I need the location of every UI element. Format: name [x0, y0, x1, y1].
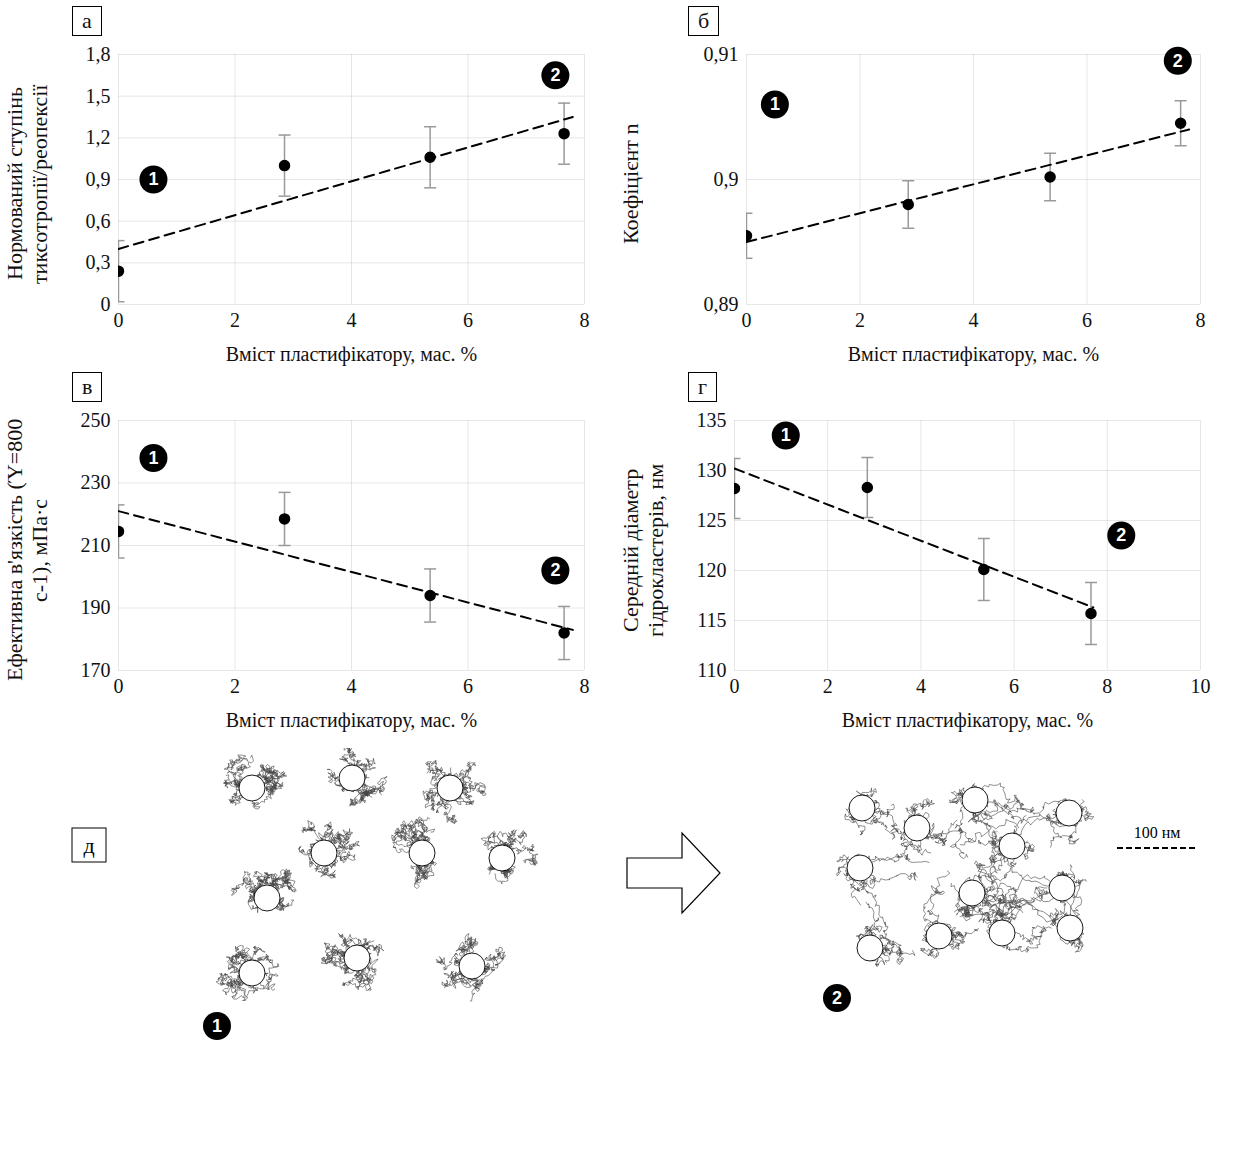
svg-text:120: 120: [697, 559, 727, 581]
svg-text:110: 110: [697, 659, 726, 681]
svg-text:0,9: 0,9: [714, 168, 739, 190]
svg-text:Вміст пластифікатору, мас. %: Вміст пластифікатору, мас. %: [842, 709, 1093, 732]
svg-text:230: 230: [81, 471, 111, 493]
svg-text:8: 8: [1196, 309, 1206, 331]
html-text:Ефективна в'язкість (Ύ=800 с-1: Ефективна в'язкість (Ύ=800 с-1), мПа·с: [2, 418, 53, 682]
svg-text:1: 1: [212, 1016, 222, 1036]
html-text:Середній діаметр гідрокластері: Середній діаметр гідрокластерів, нм: [618, 463, 669, 637]
svg-text:4: 4: [969, 309, 979, 331]
svg-text:0: 0: [114, 309, 124, 331]
svg-text:0: 0: [730, 675, 740, 697]
svg-text:6: 6: [463, 675, 473, 697]
svg-text:1,8: 1,8: [86, 43, 111, 65]
svg-text:2: 2: [1116, 525, 1126, 545]
svg-text:6: 6: [1009, 675, 1019, 697]
svg-text:1: 1: [148, 169, 158, 189]
svg-text:6: 6: [1082, 309, 1092, 331]
svg-text:2: 2: [550, 560, 560, 580]
svg-text:1: 1: [781, 425, 791, 445]
svg-text:210: 210: [81, 534, 111, 556]
svg-text:190: 190: [81, 596, 111, 618]
svg-text:250: 250: [81, 409, 111, 431]
svg-text:д: д: [83, 833, 94, 858]
svg-text:Вміст пластифікатору, мас. %: Вміст пластифікатору, мас. %: [226, 343, 477, 366]
svg-text:1: 1: [148, 448, 158, 468]
svg-text:0,3: 0,3: [86, 251, 111, 273]
svg-text:0,6: 0,6: [86, 210, 111, 232]
svg-text:2: 2: [832, 988, 842, 1008]
svg-text:0: 0: [742, 309, 752, 331]
svg-text:2: 2: [230, 675, 240, 697]
html-text:в: в: [82, 374, 93, 399]
html-text:а: а: [82, 8, 92, 33]
svg-text:135: 135: [697, 409, 727, 431]
svg-text:130: 130: [697, 459, 727, 481]
svg-text:1,2: 1,2: [86, 126, 111, 148]
svg-text:Вміст пластифікатору, мас. %: Вміст пластифікатору, мас. %: [226, 709, 477, 732]
svg-text:2: 2: [550, 65, 560, 85]
svg-text:1,5: 1,5: [86, 85, 111, 107]
html-text:Коефіцієнт n: Коефіцієнт n: [618, 123, 643, 245]
html-text:г: г: [698, 374, 707, 399]
html-text:б: б: [698, 8, 710, 33]
svg-text:8: 8: [580, 309, 590, 331]
svg-text:6: 6: [463, 309, 473, 331]
svg-text:125: 125: [697, 509, 727, 531]
svg-text:2: 2: [823, 675, 833, 697]
svg-text:2: 2: [1173, 51, 1183, 71]
svg-text:0,89: 0,89: [704, 293, 739, 315]
svg-text:4: 4: [347, 309, 357, 331]
svg-text:10: 10: [1191, 675, 1211, 697]
svg-text:1: 1: [770, 94, 780, 114]
svg-text:Вміст пластифікатору, мас. %: Вміст пластифікатору, мас. %: [848, 343, 1099, 366]
html-text:Нормований ступінь тиксотропії: Нормований ступінь тиксотропії/реопексії: [2, 84, 53, 284]
svg-text:100 нм: 100 нм: [1134, 824, 1181, 841]
svg-text:0: 0: [114, 675, 124, 697]
svg-text:4: 4: [916, 675, 926, 697]
svg-text:2: 2: [230, 309, 240, 331]
svg-text:0: 0: [101, 293, 111, 315]
svg-text:115: 115: [697, 609, 726, 631]
svg-text:0,91: 0,91: [704, 43, 739, 65]
svg-text:8: 8: [1102, 675, 1112, 697]
svg-text:0,9: 0,9: [86, 168, 111, 190]
svg-text:2: 2: [855, 309, 865, 331]
svg-text:4: 4: [347, 675, 357, 697]
svg-text:170: 170: [81, 659, 111, 681]
svg-text:8: 8: [580, 675, 590, 697]
